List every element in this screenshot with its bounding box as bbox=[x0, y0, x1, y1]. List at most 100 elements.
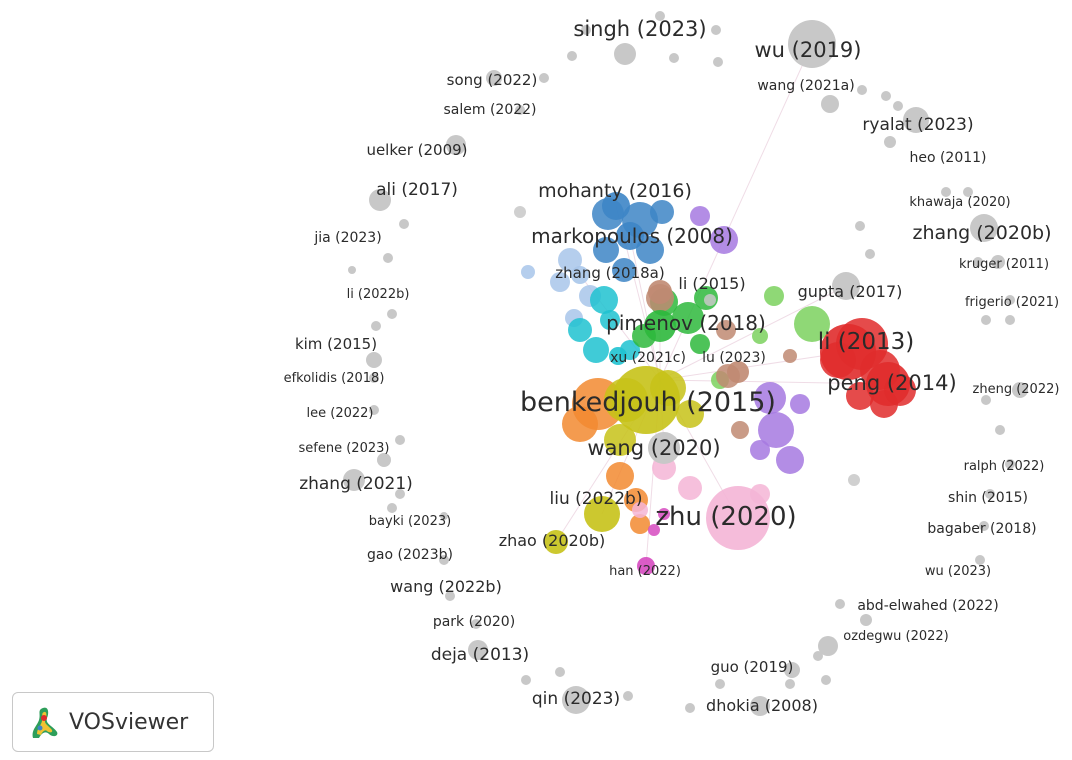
node-label[interactable]: zhang (2018a) bbox=[555, 264, 664, 282]
node-bubble[interactable] bbox=[637, 557, 655, 575]
node-bubble[interactable] bbox=[979, 521, 989, 531]
node-label[interactable]: ali (2017) bbox=[376, 180, 458, 200]
node-bubble[interactable] bbox=[784, 662, 800, 678]
node-label[interactable]: kim (2015) bbox=[295, 335, 377, 353]
node-bubble[interactable] bbox=[818, 636, 838, 656]
node-bubble[interactable] bbox=[985, 489, 995, 499]
node-label[interactable]: li (2013) bbox=[818, 329, 915, 355]
node-label[interactable]: song (2022) bbox=[447, 71, 538, 89]
node-label[interactable]: ozdegwu (2022) bbox=[843, 629, 949, 644]
node-label[interactable]: uelker (2009) bbox=[366, 141, 467, 159]
node-bubble[interactable] bbox=[820, 324, 876, 380]
node-label[interactable]: li (2022b) bbox=[347, 287, 410, 302]
node-label[interactable]: markopoulos (2008) bbox=[531, 224, 733, 248]
node-bubble[interactable] bbox=[377, 453, 391, 467]
node-label[interactable]: liu (2022b) bbox=[550, 489, 643, 509]
node-label[interactable]: mohanty (2016) bbox=[538, 180, 692, 202]
node-label[interactable]: zheng (2022) bbox=[973, 382, 1060, 397]
node-label[interactable]: ryalat (2023) bbox=[862, 115, 973, 135]
node-bubble[interactable] bbox=[602, 192, 630, 220]
node-bubble[interactable] bbox=[970, 214, 998, 242]
node-label[interactable]: sefene (2023) bbox=[299, 441, 390, 456]
node-label[interactable]: abd-elwahed (2022) bbox=[857, 598, 998, 614]
node-bubble[interactable] bbox=[439, 555, 449, 565]
node-bubble[interactable] bbox=[348, 266, 356, 274]
node-bubble[interactable] bbox=[832, 272, 860, 300]
node-bubble[interactable] bbox=[445, 591, 455, 601]
node-bubble[interactable] bbox=[369, 189, 391, 211]
node-label[interactable]: zhang (2020b) bbox=[912, 222, 1051, 244]
node-label[interactable]: guo (2019) bbox=[711, 658, 794, 676]
node-label[interactable]: ralph (2022) bbox=[964, 459, 1045, 474]
node-label[interactable]: heo (2011) bbox=[909, 150, 986, 166]
node-bubble[interactable] bbox=[821, 95, 839, 113]
node-label[interactable]: zhu (2020) bbox=[655, 502, 796, 532]
node-bubble[interactable] bbox=[991, 255, 1005, 269]
node-bubble[interactable] bbox=[706, 486, 770, 550]
node-label[interactable]: lee (2022) bbox=[307, 406, 374, 421]
node-bubble[interactable] bbox=[727, 361, 749, 383]
node-bubble[interactable] bbox=[486, 70, 502, 86]
node-label[interactable]: wang (2020) bbox=[587, 436, 720, 460]
node-label[interactable]: gao (2023b) bbox=[367, 547, 453, 563]
node-label[interactable]: shin (2015) bbox=[948, 490, 1028, 506]
node-bubble[interactable] bbox=[903, 107, 929, 133]
node-label[interactable]: deja (2013) bbox=[431, 645, 529, 665]
node-bubble[interactable] bbox=[648, 432, 680, 464]
node-label[interactable]: xu (2021c) bbox=[610, 350, 686, 366]
node-bubble[interactable] bbox=[544, 530, 568, 554]
node-bubble[interactable] bbox=[941, 187, 951, 197]
node-bubble[interactable] bbox=[369, 405, 379, 415]
node-label[interactable]: peng (2014) bbox=[827, 371, 956, 395]
node-bubble[interactable] bbox=[383, 253, 393, 263]
node-label[interactable]: park (2020) bbox=[433, 614, 515, 630]
node-label[interactable]: li (2015) bbox=[678, 274, 745, 293]
node-bubble[interactable] bbox=[440, 512, 448, 520]
node-bubble[interactable] bbox=[866, 362, 910, 406]
node-bubble[interactable] bbox=[609, 347, 627, 365]
node-label[interactable]: efkolidis (2018) bbox=[284, 371, 385, 386]
node-bubble[interactable] bbox=[515, 105, 525, 115]
node-bubble[interactable] bbox=[884, 136, 896, 148]
node-label[interactable]: bayki (2023) bbox=[369, 514, 451, 529]
node-label[interactable]: benkedjouh (2015) bbox=[520, 387, 776, 418]
node-bubble[interactable] bbox=[1005, 295, 1015, 305]
node-label[interactable]: kruger (2011) bbox=[959, 257, 1049, 272]
node-bubble[interactable] bbox=[644, 310, 676, 342]
node-label[interactable]: zhao (2020b) bbox=[499, 531, 606, 550]
node-label[interactable]: han (2022) bbox=[609, 564, 681, 579]
node-label[interactable]: wang (2021a) bbox=[757, 78, 854, 94]
node-bubble[interactable] bbox=[975, 555, 985, 565]
node-label[interactable]: frigerio (2021) bbox=[965, 295, 1059, 310]
node-label[interactable]: gupta (2017) bbox=[798, 282, 903, 301]
node-bubble[interactable] bbox=[369, 373, 379, 383]
node-bubble[interactable] bbox=[366, 352, 382, 368]
node-label[interactable]: dhokia (2008) bbox=[706, 696, 818, 715]
node-bubble[interactable] bbox=[648, 280, 672, 304]
node-label[interactable]: qin (2023) bbox=[532, 689, 620, 709]
node-label[interactable]: wang (2022b) bbox=[390, 577, 502, 596]
node-bubble[interactable] bbox=[562, 686, 590, 714]
node-label[interactable]: pimenov (2018) bbox=[606, 311, 766, 335]
node-label[interactable]: wu (2019) bbox=[755, 38, 862, 62]
node-bubble[interactable] bbox=[614, 43, 636, 65]
node-bubble[interactable] bbox=[788, 20, 836, 68]
node-bubble[interactable] bbox=[468, 640, 488, 660]
node-label[interactable]: salem (2022) bbox=[443, 102, 536, 118]
node-label[interactable]: khawaja (2020) bbox=[909, 195, 1010, 210]
node-label[interactable]: zhang (2021) bbox=[299, 474, 413, 494]
node-bubble[interactable] bbox=[584, 496, 620, 532]
node-bubble[interactable] bbox=[471, 619, 481, 629]
node-label[interactable]: lu (2023) bbox=[702, 350, 766, 366]
node-bubble[interactable] bbox=[446, 135, 466, 155]
node-bubble[interactable] bbox=[571, 266, 589, 284]
node-bubble[interactable] bbox=[1005, 459, 1015, 469]
node-bubble[interactable] bbox=[616, 222, 644, 250]
node-bubble[interactable] bbox=[860, 614, 872, 626]
node-bubble[interactable] bbox=[1012, 382, 1028, 398]
node-bubble[interactable] bbox=[343, 469, 365, 491]
node-label[interactable]: bagaber (2018) bbox=[927, 521, 1036, 537]
node-label[interactable]: singh (2023) bbox=[573, 17, 706, 41]
node-bubble[interactable] bbox=[750, 696, 770, 716]
